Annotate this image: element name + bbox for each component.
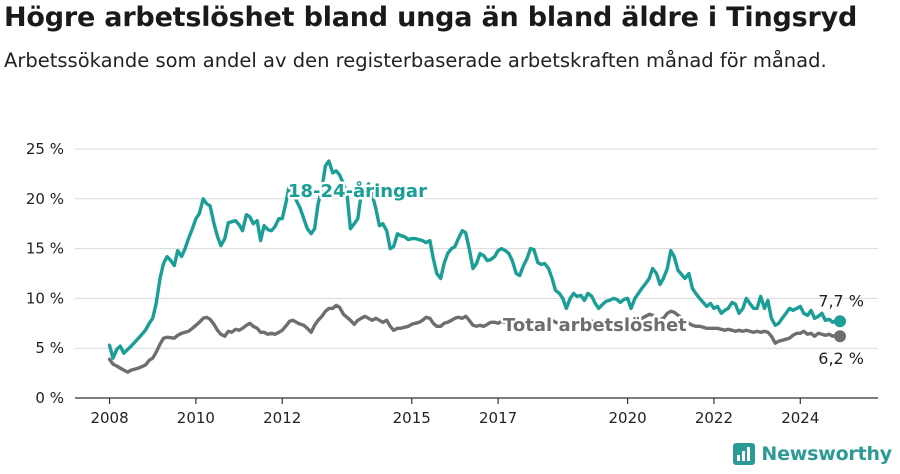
y-axis-labels: 0 % 5 % 10 % 15 % 20 % 25 % [26,140,64,407]
x-tick-label: 2015 [393,409,431,427]
x-tick-label: 2012 [263,409,301,427]
y-tick-label: 20 % [26,190,64,208]
brand-name: Newsworthy [761,443,892,465]
page-title: Högre arbetslöshet bland unga än bland ä… [4,2,858,33]
youth-end-point [834,315,847,328]
y-tick-label: 10 % [26,289,64,307]
youth-end-value-label: 7,7 % [818,291,864,310]
series-layer [107,159,847,374]
chart-subtitle: Arbetssökande som andel av den registerb… [4,49,827,72]
label-layer: 18-24-åringar Total arbetslöshet 7,7 % 6,2 … [286,178,865,369]
total-series-label: Total arbetslöshet [503,315,687,336]
x-tick-label: 2010 [177,409,215,427]
x-tick-label: 2022 [695,409,733,427]
total-series-line [107,303,842,374]
total-end-value-label: 6,2 % [818,349,864,368]
x-tick-label: 2008 [90,409,128,427]
total-end-point [834,330,847,343]
x-tick-label: 2024 [781,409,819,427]
y-tick-label: 0 % [35,389,64,407]
youth-series-line [107,159,842,360]
y-tick-label: 5 % [35,339,64,357]
youth-series-label: 18-24-åringar [288,180,427,202]
bar-chart-logo-icon [733,443,756,465]
grid-layer [75,148,878,349]
y-tick-label: 25 % [26,140,64,158]
x-tick-label: 2017 [479,409,517,427]
x-tick-label: 2020 [609,409,647,427]
x-axis: 2008 2010 2012 2015 2017 2020 2022 2024 [75,397,878,427]
newsworthy-brand: Newsworthy [733,443,892,465]
y-tick-label: 15 % [26,240,64,258]
